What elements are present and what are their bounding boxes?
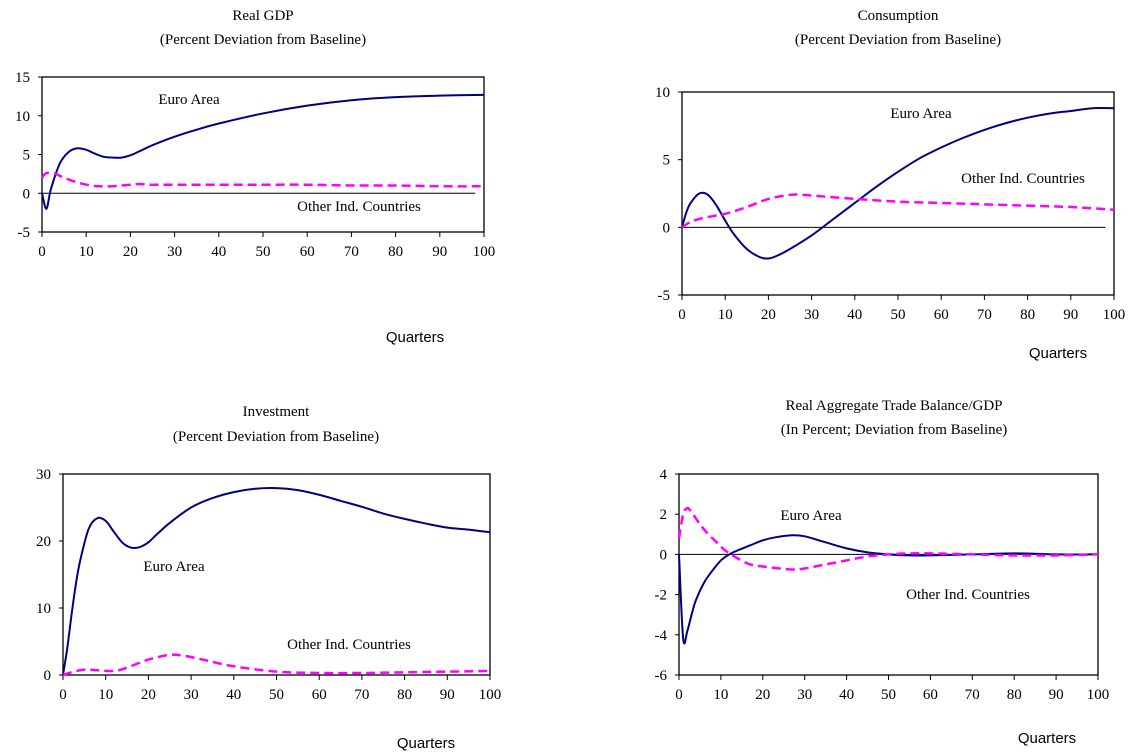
y-tick-label: 0	[23, 186, 31, 202]
x-tick-label: 70	[965, 687, 980, 703]
annotation-other-ind-countries: Other Ind. Countries	[961, 171, 1085, 187]
chart-title: Real Aggregate Trade Balance/GDP	[785, 398, 1002, 414]
x-tick-label: 20	[755, 687, 770, 703]
x-tick-label: 100	[479, 687, 502, 703]
chart-subtitle: (Percent Deviation from Baseline)	[173, 429, 379, 445]
y-tick-label: 10	[655, 85, 670, 101]
y-tick-label: -5	[658, 288, 671, 304]
x-tick-label: 90	[432, 244, 447, 260]
plot-area-frame	[681, 91, 1115, 296]
x-tick-label: 10	[713, 687, 728, 703]
series-euro-area-line	[62, 486, 491, 676]
plot-area-frame	[62, 473, 491, 676]
x-axis-title: Quarters	[1029, 345, 1087, 362]
x-axis-title: Quarters	[1018, 730, 1076, 747]
annotation-euro-area: Euro Area	[158, 92, 220, 108]
annotation-euro-area: Euro Area	[780, 508, 842, 524]
series-other-ind-countries-line	[681, 193, 1115, 229]
chart-subtitle: (In Percent; Deviation from Baseline)	[781, 422, 1008, 438]
annotation-other-ind-countries: Other Ind. Countries	[287, 637, 411, 653]
x-tick-label: 100	[473, 244, 496, 260]
y-tick-label: 2	[660, 507, 668, 523]
x-tick-label: 100	[1103, 307, 1126, 323]
x-tick-label: 30	[804, 307, 819, 323]
y-tick-label: -4	[655, 628, 668, 644]
y-tick-label: 20	[36, 534, 51, 550]
x-tick-label: 20	[761, 307, 776, 323]
chart-title: Investment	[243, 404, 310, 420]
x-tick-label: 20	[123, 244, 138, 260]
y-tick-label: -6	[655, 668, 668, 684]
x-tick-label: 50	[891, 307, 906, 323]
annotation-other-ind-countries: Other Ind. Countries	[906, 587, 1030, 603]
x-tick-label: 90	[440, 687, 455, 703]
y-tick-label: 10	[36, 601, 51, 617]
chart-4: Real Aggregate Trade Balance/GDP (In Perc…	[655, 398, 1110, 747]
x-tick-label: 0	[675, 687, 683, 703]
x-tick-label: 0	[59, 687, 67, 703]
x-tick-label: 40	[847, 307, 862, 323]
series-euro-area-line	[41, 93, 485, 210]
series-other-ind-countries-line	[41, 171, 485, 188]
x-tick-label: 0	[38, 244, 46, 260]
x-tick-label: 30	[167, 244, 182, 260]
x-tick-label: 70	[977, 307, 992, 323]
chart-title: Consumption	[858, 8, 939, 24]
x-tick-label: 100	[1087, 687, 1110, 703]
y-tick-label: 10	[15, 109, 30, 125]
y-tick-label: 0	[44, 668, 52, 684]
x-tick-label: 50	[881, 687, 896, 703]
x-tick-label: 30	[797, 687, 812, 703]
x-tick-label: 50	[269, 687, 284, 703]
y-tick-label: 30	[36, 467, 51, 483]
x-tick-label: 90	[1063, 307, 1078, 323]
y-tick-label: -5	[18, 225, 31, 241]
x-tick-label: 80	[397, 687, 412, 703]
x-tick-label: 80	[1020, 307, 1035, 323]
series-other-ind-countries-line	[62, 653, 491, 677]
series-euro-area-line	[681, 107, 1115, 260]
chart-1: Real GDP (Percent Deviation from Baseline…	[15, 8, 495, 346]
x-tick-label: 70	[354, 687, 369, 703]
x-tick-label: 60	[923, 687, 938, 703]
y-tick-label: 0	[660, 547, 668, 563]
annotation-euro-area: Euro Area	[143, 559, 205, 575]
x-tick-label: 40	[211, 244, 226, 260]
chart-2: Consumption (Percent Deviation from Basel…	[655, 8, 1125, 362]
y-tick-label: 4	[660, 467, 668, 483]
x-tick-label: 60	[312, 687, 327, 703]
chart-3: Investment (Percent Deviation from Baseli…	[36, 404, 501, 752]
plot-area-frame	[678, 473, 1099, 676]
x-tick-label: 10	[79, 244, 94, 260]
annotation-euro-area: Euro Area	[890, 106, 952, 122]
x-tick-label: 60	[934, 307, 949, 323]
y-tick-label: 15	[15, 70, 30, 86]
x-tick-label: 80	[1007, 687, 1022, 703]
x-tick-label: 60	[300, 244, 315, 260]
y-tick-label: -2	[655, 588, 668, 604]
annotation-other-ind-countries: Other Ind. Countries	[297, 199, 421, 215]
y-tick-label: 5	[23, 148, 31, 164]
x-tick-label: 0	[678, 307, 686, 323]
x-tick-label: 10	[98, 687, 113, 703]
series-euro-area-line	[678, 534, 1099, 645]
x-tick-label: 70	[344, 244, 359, 260]
y-tick-label: 0	[663, 220, 671, 236]
chart-title: Real GDP	[232, 8, 293, 24]
chart-subtitle: (Percent Deviation from Baseline)	[795, 32, 1001, 48]
chart-subtitle: (Percent Deviation from Baseline)	[160, 32, 366, 48]
x-tick-label: 40	[839, 687, 854, 703]
x-tick-label: 50	[256, 244, 271, 260]
x-tick-label: 40	[226, 687, 241, 703]
series-other-ind-countries-line	[677, 506, 1099, 571]
x-tick-label: 30	[184, 687, 199, 703]
x-axis-title: Quarters	[386, 329, 444, 346]
x-axis-title: Quarters	[397, 735, 455, 752]
x-tick-label: 20	[141, 687, 156, 703]
x-tick-label: 10	[718, 307, 733, 323]
x-tick-label: 80	[388, 244, 403, 260]
x-tick-label: 90	[1049, 687, 1064, 703]
y-tick-label: 5	[663, 153, 671, 169]
